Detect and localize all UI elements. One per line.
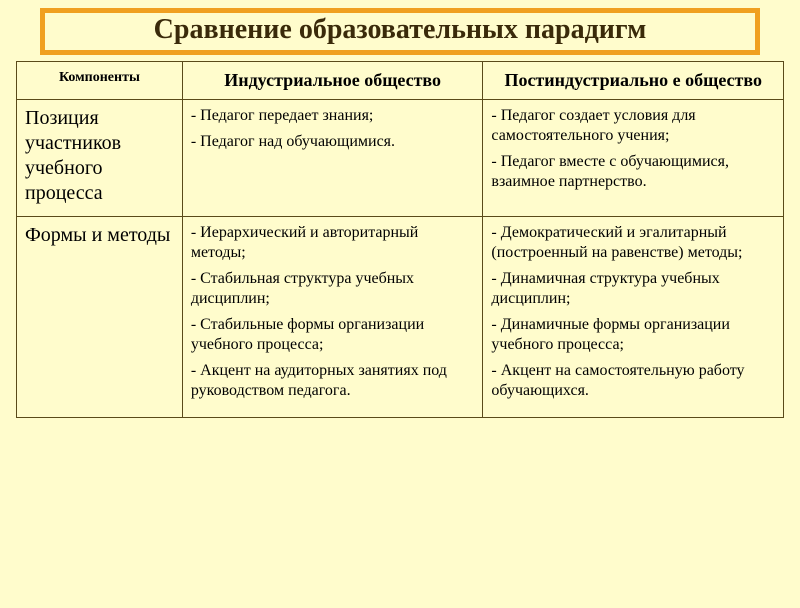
cell-line: - Демократический и эгалитарный (построе…: [491, 223, 775, 263]
table-body: Позиция участников учебного процесса- Пе…: [17, 99, 784, 417]
cell-line: - Педагог создает условия для самостояте…: [491, 106, 775, 146]
cell-line: - Педагог вместе с обучающимися, взаимно…: [491, 152, 775, 192]
page-title: Сравнение образовательных парадигм: [57, 15, 743, 46]
cell-line: - Динамичные формы организации учебного …: [491, 315, 775, 355]
table-row: Формы и методы- Иерархический и авторита…: [17, 216, 784, 417]
cell-line: - Педагог над обучающимися.: [191, 132, 475, 152]
table-row: Позиция участников учебного процесса- Пе…: [17, 99, 784, 216]
row-label: Формы и методы: [17, 216, 183, 417]
cell-postindustrial: - Педагог создает условия для самостояте…: [483, 99, 784, 216]
cell-line: - Стабильные формы организации учебного …: [191, 315, 475, 355]
col-header-industrial: Индустриальное общество: [182, 61, 483, 99]
cell-line: - Стабильная структура учебных дисциплин…: [191, 269, 475, 309]
comparison-table: Компоненты Индустриальное общество Пости…: [16, 61, 784, 418]
cell-line: - Акцент на аудиторных занятиях под руко…: [191, 361, 475, 401]
cell-line: - Педагог передает знания;: [191, 106, 475, 126]
col-header-postindustrial: Постиндустриально е общество: [483, 61, 784, 99]
title-frame: Сравнение образовательных парадигм: [40, 8, 760, 55]
cell-line: - Динамичная структура учебных дисциплин…: [491, 269, 775, 309]
table-header-row: Компоненты Индустриальное общество Пости…: [17, 61, 784, 99]
row-label: Позиция участников учебного процесса: [17, 99, 183, 216]
cell-industrial: - Педагог передает знания; - Педагог над …: [182, 99, 483, 216]
cell-industrial: - Иерархический и авторитарный методы; - …: [182, 216, 483, 417]
cell-postindustrial: - Демократический и эгалитарный (построе…: [483, 216, 784, 417]
cell-line: - Акцент на самостоятельную работу обуча…: [491, 361, 775, 401]
cell-line: - Иерархический и авторитарный методы;: [191, 223, 475, 263]
col-header-components: Компоненты: [17, 61, 183, 99]
